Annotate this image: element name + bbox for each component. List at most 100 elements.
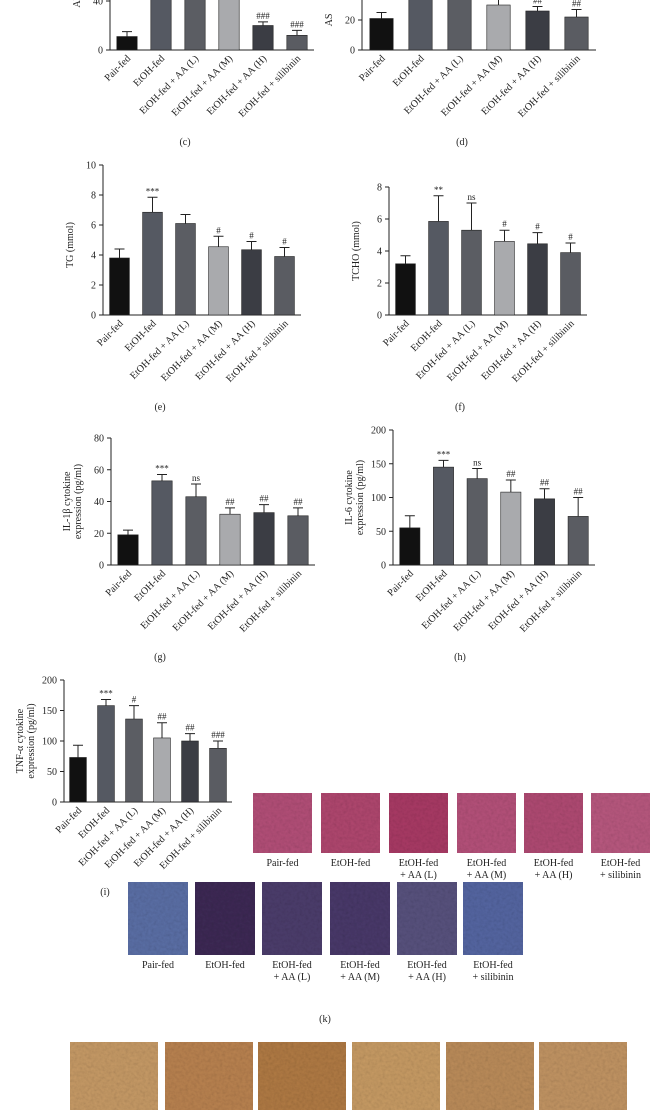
significance-label: # [216, 225, 221, 235]
significance-label: ## [533, 0, 543, 6]
bar [175, 223, 196, 316]
y-tick-label: 2 [91, 281, 96, 292]
y-tick-label: 100 [371, 493, 386, 504]
bar [153, 737, 171, 803]
error-bar [246, 241, 257, 250]
error-bar [147, 196, 158, 213]
y-tick-label: 0 [381, 561, 386, 572]
bar [369, 18, 394, 51]
error-bar [433, 195, 444, 222]
bar [399, 527, 421, 566]
error-bar [376, 12, 387, 19]
x-tick-label: Pair-fed [386, 568, 416, 598]
y-tick-label: 20 [94, 529, 104, 540]
image-caption: Pair-fed [266, 858, 298, 869]
x-tick-label: EtOH-fed + AA (M) [452, 568, 517, 633]
image-caption: EtOH-fed [340, 960, 379, 971]
bar [252, 25, 274, 51]
x-tick-label: Pair-fed [357, 53, 387, 83]
bar [408, 0, 433, 51]
image-caption: + AA (H) [535, 870, 573, 881]
image-caption: + AA (M) [340, 972, 380, 983]
y-tick-label: 50 [376, 527, 386, 538]
error-bar [400, 255, 411, 264]
y-axis-label: expression (pg/ml) [355, 460, 366, 535]
y-tick-label: 200 [42, 676, 57, 687]
bar [286, 34, 308, 51]
significance-label: ## [506, 469, 516, 479]
x-tick-label: EtOH-fed + silibinin [224, 318, 290, 384]
bar [567, 516, 589, 566]
y-tick-label: 200 [371, 426, 386, 437]
image-caption: EtOH-fed [407, 960, 446, 971]
bar [97, 705, 115, 803]
histology-image [539, 1042, 627, 1110]
error-bar [466, 202, 477, 231]
panel-label: (f) [455, 402, 465, 413]
x-tick-label: EtOH-fed + silibinin [237, 53, 303, 119]
error-bar [213, 235, 224, 247]
histology-image [258, 1042, 346, 1110]
significance-label: ## [572, 0, 582, 9]
y-tick-label: 40 [94, 497, 104, 508]
x-tick-label: EtOH-fed + AA (L) [420, 568, 483, 631]
significance-label: # [282, 237, 287, 247]
error-bar [279, 247, 290, 257]
bar [494, 241, 515, 316]
error-bar [472, 467, 483, 479]
panel-label: (d) [456, 137, 468, 148]
y-tick-label: 0 [91, 311, 96, 322]
y-axis-label: IL-6 cytokine [344, 470, 355, 525]
bar [150, 0, 172, 51]
x-tick-label: EtOH-fed + AA (H) [205, 53, 269, 117]
x-tick-label: EtOH-fed + AA (L) [139, 568, 202, 631]
y-tick-label: 100 [42, 737, 57, 748]
significance-label: ## [294, 497, 304, 507]
y-tick-label: 0 [99, 561, 104, 572]
histology-image [524, 793, 583, 853]
image-caption: EtOH-fed [399, 858, 438, 869]
x-tick-label: EtOH-fed + AA (H) [206, 568, 270, 632]
significance-label: ** [434, 185, 444, 195]
significance-label: ## [260, 494, 270, 504]
bar [433, 466, 454, 566]
y-tick-label: 4 [377, 247, 382, 258]
y-tick-label: 6 [91, 221, 96, 232]
image-caption: EtOH-fed [473, 960, 512, 971]
error-bar [73, 744, 83, 758]
x-tick-label: Pair-fed [103, 53, 133, 83]
bar [461, 229, 482, 316]
significance-label: ### [290, 19, 304, 29]
bar [184, 0, 206, 51]
panel-label: (h) [454, 652, 466, 663]
image-caption: EtOH-fed [272, 960, 311, 971]
histology-image [463, 882, 523, 955]
significance-label: ## [574, 487, 584, 497]
image-caption: Pair-fed [142, 960, 174, 971]
error-bar [499, 229, 510, 242]
x-tick-label: EtOH-fed + AA (H) [193, 318, 257, 382]
image-caption: EtOH-fed [601, 858, 640, 869]
significance-label: # [568, 232, 573, 242]
bar [125, 718, 143, 803]
error-bar [258, 21, 268, 26]
bar [117, 534, 139, 566]
bar [209, 748, 227, 803]
significance-label: ## [186, 723, 196, 733]
bar [219, 513, 241, 566]
y-tick-label: 0 [98, 46, 103, 57]
histology-image [165, 1042, 253, 1110]
y-axis-label: TCHO (mmol) [351, 221, 362, 281]
significance-label: # [535, 222, 540, 232]
y-tick-label: 8 [91, 191, 96, 202]
bar [142, 211, 163, 316]
error-bar [565, 242, 576, 253]
bar [527, 243, 548, 316]
x-tick-label: EtOH-fed + AA (M) [445, 318, 510, 383]
image-caption: + AA (L) [274, 972, 311, 983]
bar [447, 0, 472, 51]
y-axis-label: expression (pg/ml) [26, 703, 37, 778]
bar [116, 36, 138, 51]
bar [274, 256, 295, 316]
